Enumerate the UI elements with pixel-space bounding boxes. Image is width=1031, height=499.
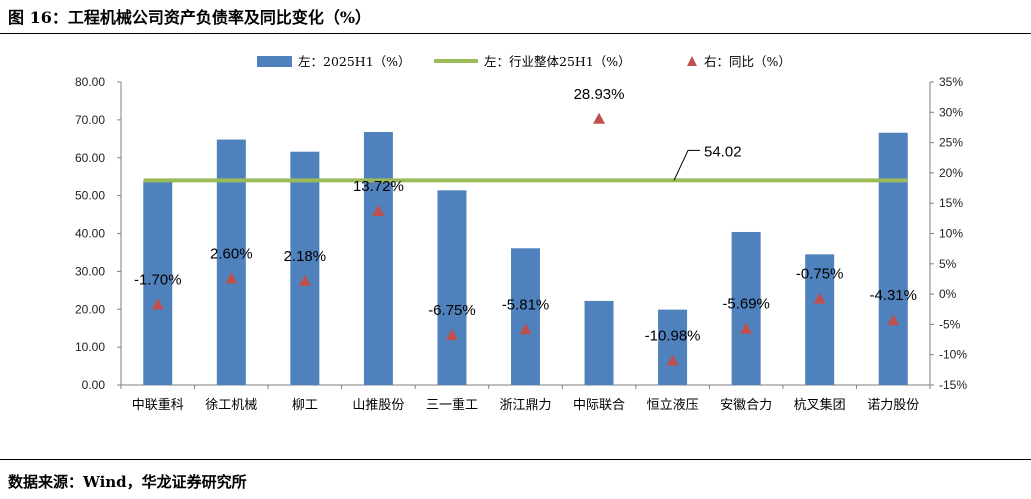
figure-title: 图 16：工程机械公司资产负债率及同比变化（%）	[8, 8, 372, 27]
yoy-marker	[445, 329, 458, 341]
yoy-markers	[151, 112, 900, 366]
right-tick-label: -15%	[939, 378, 967, 392]
yoy-data-label: 2.18%	[284, 248, 327, 265]
right-tick-label: -10%	[939, 348, 967, 362]
category-label: 恒立液压	[647, 398, 699, 413]
left-tick-label: 40.00	[75, 227, 105, 241]
left-tick-label: 10.00	[75, 340, 105, 354]
yoy-data-label: -4.31%	[869, 287, 917, 304]
category-label: 杭叉集团	[794, 397, 846, 413]
right-tick-label: 30%	[939, 105, 963, 119]
category-label: 安徽合力	[720, 398, 772, 413]
yoy-marker	[298, 274, 311, 286]
right-tick-label: 20%	[939, 166, 963, 180]
title-rule	[0, 33, 1031, 34]
bar	[143, 180, 173, 385]
yoy-marker	[519, 323, 532, 335]
yoy-data-label: -1.70%	[134, 271, 182, 288]
category-label: 徐工机械	[205, 398, 257, 413]
average-callout-label: 54.02	[704, 143, 742, 160]
left-tick-label: 30.00	[75, 264, 105, 278]
bar	[805, 254, 835, 385]
yoy-data-label: -6.75%	[428, 302, 476, 319]
bar	[290, 151, 320, 385]
category-label: 三一重工	[426, 397, 478, 413]
category-label: 柳工	[292, 398, 318, 413]
source-rule	[0, 459, 1031, 460]
legend: 左：2025H1（%） 左：行业整体25H1（%） 右：同比（%）	[257, 54, 791, 69]
legend-marker-swatch	[687, 56, 697, 66]
bar	[511, 248, 540, 385]
category-label: 浙江鼎力	[499, 398, 551, 413]
right-tick-label: 10%	[939, 227, 963, 241]
bar	[437, 190, 467, 385]
average-callout-leader	[673, 149, 700, 181]
bar	[878, 132, 908, 385]
axes: 0.00 10.00 20.00 30.00 40.00 50.00 60.00 70.00 8…	[75, 75, 967, 413]
yoy-data-label: 2.60%	[210, 245, 253, 262]
left-tick-label: 50.00	[75, 189, 105, 203]
yoy-data-label: -10.98%	[645, 328, 701, 345]
yoy-marker	[666, 354, 679, 366]
yoy-marker	[372, 204, 385, 216]
right-tick-label: 5%	[939, 257, 957, 271]
yoy-data-label: 28.93%	[574, 86, 625, 103]
left-tick-label: 0.00	[82, 378, 106, 392]
yoy-data-label: -5.81%	[502, 296, 550, 313]
left-tick-label: 20.00	[75, 302, 105, 316]
yoy-data-label: 13.72%	[353, 178, 404, 195]
right-tick-label: 25%	[939, 136, 963, 150]
yoy-marker	[225, 272, 238, 284]
bar-series	[143, 131, 908, 385]
right-tick-label: 0%	[939, 287, 957, 301]
left-tick-label: 80.00	[75, 75, 105, 89]
legend-line-label: 左：行业整体25H1（%）	[484, 54, 631, 69]
category-label: 中际联合	[573, 398, 625, 413]
category-label: 诺力股份	[867, 398, 919, 413]
right-tick-label: 15%	[939, 196, 963, 210]
yoy-marker	[593, 112, 606, 124]
yoy-data-label: -5.69%	[722, 296, 770, 313]
bar	[363, 131, 393, 385]
category-label: 山推股份	[352, 398, 404, 413]
legend-bar-swatch	[257, 56, 292, 67]
chart-area: 左：2025H1（%） 左：行业整体25H1（%） 右：同比（%） 0.00 10.0…	[75, 54, 967, 413]
left-tick-label: 60.00	[75, 151, 105, 165]
category-label: 中联重科	[132, 397, 184, 413]
right-tick-label: -5%	[939, 317, 961, 331]
yoy-marker	[151, 298, 164, 310]
legend-marker-label: 右：同比（%）	[704, 54, 791, 69]
left-tick-label: 70.00	[75, 113, 105, 127]
industry-average-line: 54.02	[143, 143, 908, 183]
right-tick-label: 35%	[939, 75, 963, 89]
legend-bar-label: 左：2025H1（%）	[298, 54, 411, 69]
bar	[658, 309, 688, 385]
bar	[584, 300, 614, 385]
yoy-marker	[887, 314, 900, 326]
source-note: 数据来源：Wind，华龙证券研究所	[8, 473, 247, 491]
yoy-data-label: -0.75%	[796, 266, 844, 283]
yoy-marker	[813, 292, 826, 304]
yoy-marker	[740, 322, 753, 334]
data-labels: -1.70% 2.60% 2.18% 13.72% -6.75% -5.81% 28.93%…	[134, 86, 917, 345]
bar	[731, 231, 761, 385]
